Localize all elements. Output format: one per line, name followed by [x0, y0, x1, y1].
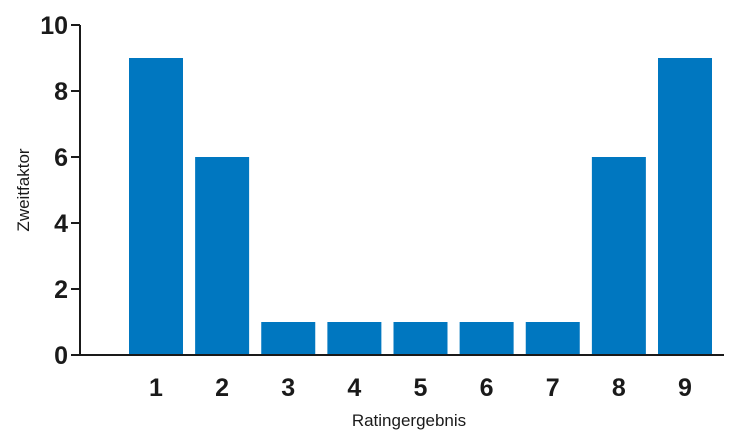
x-tick-label: 2	[215, 374, 229, 402]
y-axis-title: Zweitfaktor	[14, 148, 33, 231]
bar-7	[525, 322, 580, 355]
x-tick-label: 8	[612, 374, 626, 402]
x-tick-label: 4	[347, 374, 361, 402]
x-tick-label: 9	[678, 374, 692, 402]
bar-6	[459, 322, 514, 355]
bar-9	[658, 58, 712, 355]
y-axis-ticks: 0 2 4 6 8 10	[40, 12, 80, 370]
y-tick-label: 4	[54, 210, 68, 238]
y-tick-label: 0	[54, 342, 68, 370]
x-tick-label: 3	[281, 374, 295, 402]
y-tick-label: 6	[54, 144, 68, 172]
bar-2	[195, 157, 250, 355]
bar-8	[591, 157, 646, 355]
y-tick-label: 10	[40, 12, 68, 40]
y-tick-label: 8	[54, 78, 68, 106]
bar-1	[129, 58, 183, 355]
bar-4	[327, 322, 382, 355]
x-axis-ticks: 1 2 3 4 5 6 7 8 9	[149, 374, 692, 402]
bar-5	[393, 322, 448, 355]
x-tick-label: 5	[414, 374, 428, 402]
x-tick-label: 6	[480, 374, 494, 402]
x-tick-label: 1	[149, 374, 163, 402]
bars-group	[129, 58, 712, 355]
x-axis-title: Ratingergebnis	[352, 411, 466, 430]
y-tick-label: 2	[54, 276, 68, 304]
x-tick-label: 7	[546, 374, 560, 402]
bar-3	[261, 322, 316, 355]
